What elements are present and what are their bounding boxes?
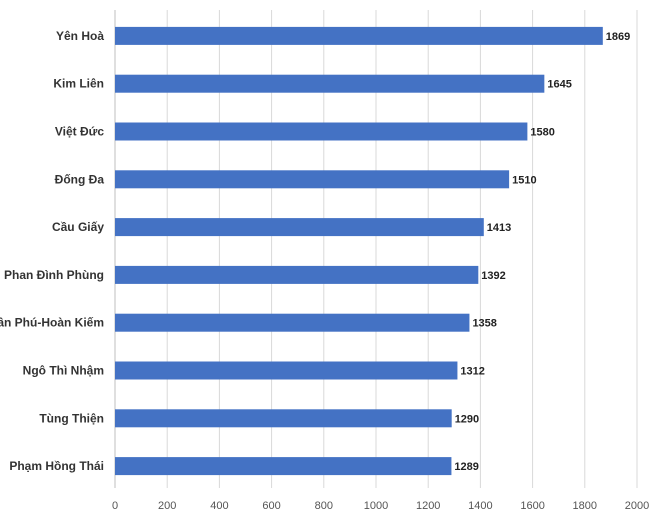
x-tick-label: 200 — [158, 500, 176, 512]
bar — [115, 218, 484, 237]
category-label: Phạm Hồng Thái — [9, 459, 104, 473]
category-labels: Yên Hoà Kim Liên Việt Đức Đống Đa Cầu Giấy Ph… — [0, 29, 104, 473]
x-tick-label: 0 — [112, 500, 118, 512]
bar — [115, 361, 458, 380]
category-label: Cầu Giấy — [52, 220, 104, 234]
category-label: Việt Đức — [55, 125, 104, 139]
x-tick-label: 1200 — [416, 500, 440, 512]
bar — [115, 313, 470, 332]
x-tick-label: 800 — [315, 500, 333, 512]
category-label: Yên Hoà — [56, 29, 104, 43]
value-label: 1413 — [487, 222, 511, 234]
category-label: Phan Đình Phùng — [4, 268, 104, 282]
x-tick-label: 400 — [210, 500, 228, 512]
category-label: Đống Đa — [55, 172, 105, 186]
category-label: Kim Liên — [53, 77, 104, 91]
bars — [115, 26, 603, 476]
value-label: 1580 — [530, 127, 554, 139]
value-label: 1869 — [606, 31, 630, 43]
bar — [115, 265, 479, 284]
bar — [115, 409, 452, 428]
bar — [115, 122, 528, 141]
x-tick-label: 2000 — [625, 500, 649, 512]
bar — [115, 26, 603, 45]
x-tick-label: 1400 — [468, 500, 492, 512]
value-label: 1510 — [512, 174, 536, 186]
x-tick-label: 1600 — [520, 500, 544, 512]
x-tick-label: 600 — [262, 500, 280, 512]
x-tick-label: 1000 — [364, 500, 388, 512]
value-label: 1289 — [454, 461, 478, 473]
value-label: 1645 — [547, 79, 571, 91]
value-label: 1392 — [481, 270, 505, 282]
bar — [115, 457, 452, 476]
bar — [115, 170, 510, 189]
x-tick-label: 1800 — [573, 500, 597, 512]
category-label: Tùng Thiện — [39, 411, 104, 425]
x-tick-labels: 0 200 400 600 800 1000 1200 1400 1600 1800 2000 — [112, 500, 649, 512]
bar — [115, 74, 545, 93]
value-label: 1358 — [472, 318, 496, 330]
category-label: Ngô Thì Nhậm — [23, 364, 104, 378]
value-labels: 1869 1645 1580 1510 1413 1392 1358 1312 1290 1289 — [454, 31, 630, 473]
value-label: 1312 — [460, 366, 484, 378]
value-label: 1290 — [455, 413, 479, 425]
category-label: Trần Phú-Hoàn Kiếm — [0, 316, 104, 330]
